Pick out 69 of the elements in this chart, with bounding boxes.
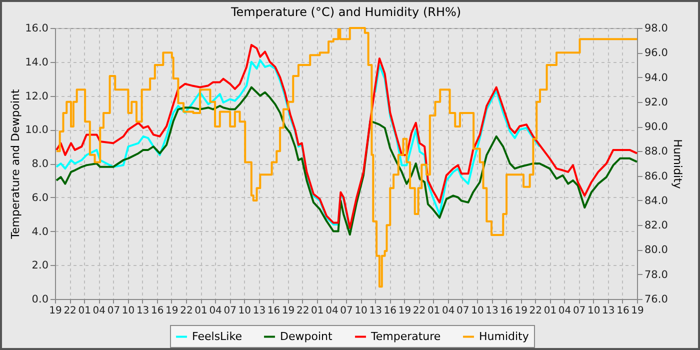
x-tick-label: 01 xyxy=(78,306,91,316)
y2-axis-title: Humidity xyxy=(670,139,684,190)
x-tick-label: 10 xyxy=(238,306,252,316)
x-tick-label: 04 xyxy=(442,306,455,316)
x-tick-label: 04 xyxy=(209,306,222,316)
x-tick-label: 16 xyxy=(616,306,630,316)
x-tick-label: 16 xyxy=(267,306,280,316)
x-tick-label: 01 xyxy=(544,306,557,316)
x-tick-label: 04 xyxy=(558,306,572,316)
x-tick-label: 16 xyxy=(500,306,513,316)
x-tick-label: 10 xyxy=(354,306,368,316)
x-tick-label: 10 xyxy=(587,306,600,316)
y2-tick-label: 84.0 xyxy=(644,194,668,207)
x-tick-label: 22 xyxy=(529,306,542,316)
y-tick-label: 12.0 xyxy=(25,90,48,102)
x-tick-label: 13 xyxy=(602,306,615,316)
legend-label: Dewpoint xyxy=(280,330,333,343)
x-tick-label: 04 xyxy=(326,306,338,316)
x-tick-label: 10 xyxy=(471,306,484,316)
x-tick-label: 22 xyxy=(296,306,310,316)
x-tick-label: 07 xyxy=(340,306,353,316)
x-tick-label: 22 xyxy=(64,306,76,316)
y-tick-label: 4.0 xyxy=(32,226,48,238)
y-tick-label: 16.0 xyxy=(25,22,48,34)
x-tick-label: 19 xyxy=(398,306,412,316)
x-tick-label: 01 xyxy=(311,306,324,316)
x-tick-label: 19 xyxy=(514,306,528,316)
y2-tick-label: 98.0 xyxy=(644,22,668,34)
y2-tick-label: 88.0 xyxy=(644,146,668,158)
y-tick-label: 8.0 xyxy=(32,158,48,170)
x-tick-label: 07 xyxy=(107,306,120,316)
x-tick-label: 04 xyxy=(92,306,106,316)
x-tick-label: 13 xyxy=(486,306,498,316)
y2-tick-label: 78.0 xyxy=(644,268,668,281)
legend-label: FeelsLike xyxy=(192,330,242,343)
y2-tick-label: 82.0 xyxy=(644,220,668,232)
y-axis-title: Temperature and Dewpoint xyxy=(9,88,22,240)
x-tick-label: 16 xyxy=(150,306,164,316)
x-tick-label: 22 xyxy=(412,306,426,316)
y2-tick-label: 92.0 xyxy=(644,96,668,108)
x-tick-label: 19 xyxy=(166,306,178,316)
y2-tick-label: 86.0 xyxy=(644,170,668,182)
x-tick-label: 07 xyxy=(224,306,236,316)
y-tick-label: 10.0 xyxy=(25,124,48,136)
x-tick-label: 19 xyxy=(49,306,62,316)
y2-tick-label: 94.0 xyxy=(644,72,668,84)
chart-title: Temperature (°C) and Humidity (RH%) xyxy=(230,5,462,19)
x-tick-label: 19 xyxy=(282,306,295,316)
x-tick-label: 13 xyxy=(369,306,382,316)
x-tick-label: 01 xyxy=(427,306,440,316)
y-tick-label: 6.0 xyxy=(32,192,48,204)
legend-label: Temperature xyxy=(370,330,441,343)
y2-tick-label: 96.0 xyxy=(644,47,668,60)
x-tick-label: 13 xyxy=(252,306,266,316)
x-tick-label: 19 xyxy=(631,306,644,316)
y2-tick-label: 80.0 xyxy=(644,244,668,256)
x-tick-label: 13 xyxy=(136,306,150,316)
x-tick-label: 10 xyxy=(122,306,135,316)
y-tick-label: 0.0 xyxy=(32,294,48,306)
x-tick-label: 07 xyxy=(456,306,470,316)
y-tick-label: 2.0 xyxy=(32,260,48,272)
legend-label: Humidity xyxy=(479,330,530,343)
x-tick-label: 16 xyxy=(384,306,397,316)
x-tick-label: 07 xyxy=(572,306,586,316)
x-tick-label: 01 xyxy=(194,306,208,316)
x-tick-label: 22 xyxy=(180,306,193,316)
y2-tick-label: 90.0 xyxy=(644,121,668,134)
y2-tick-label: 76.0 xyxy=(644,294,668,306)
y-tick-label: 14.0 xyxy=(25,56,48,68)
